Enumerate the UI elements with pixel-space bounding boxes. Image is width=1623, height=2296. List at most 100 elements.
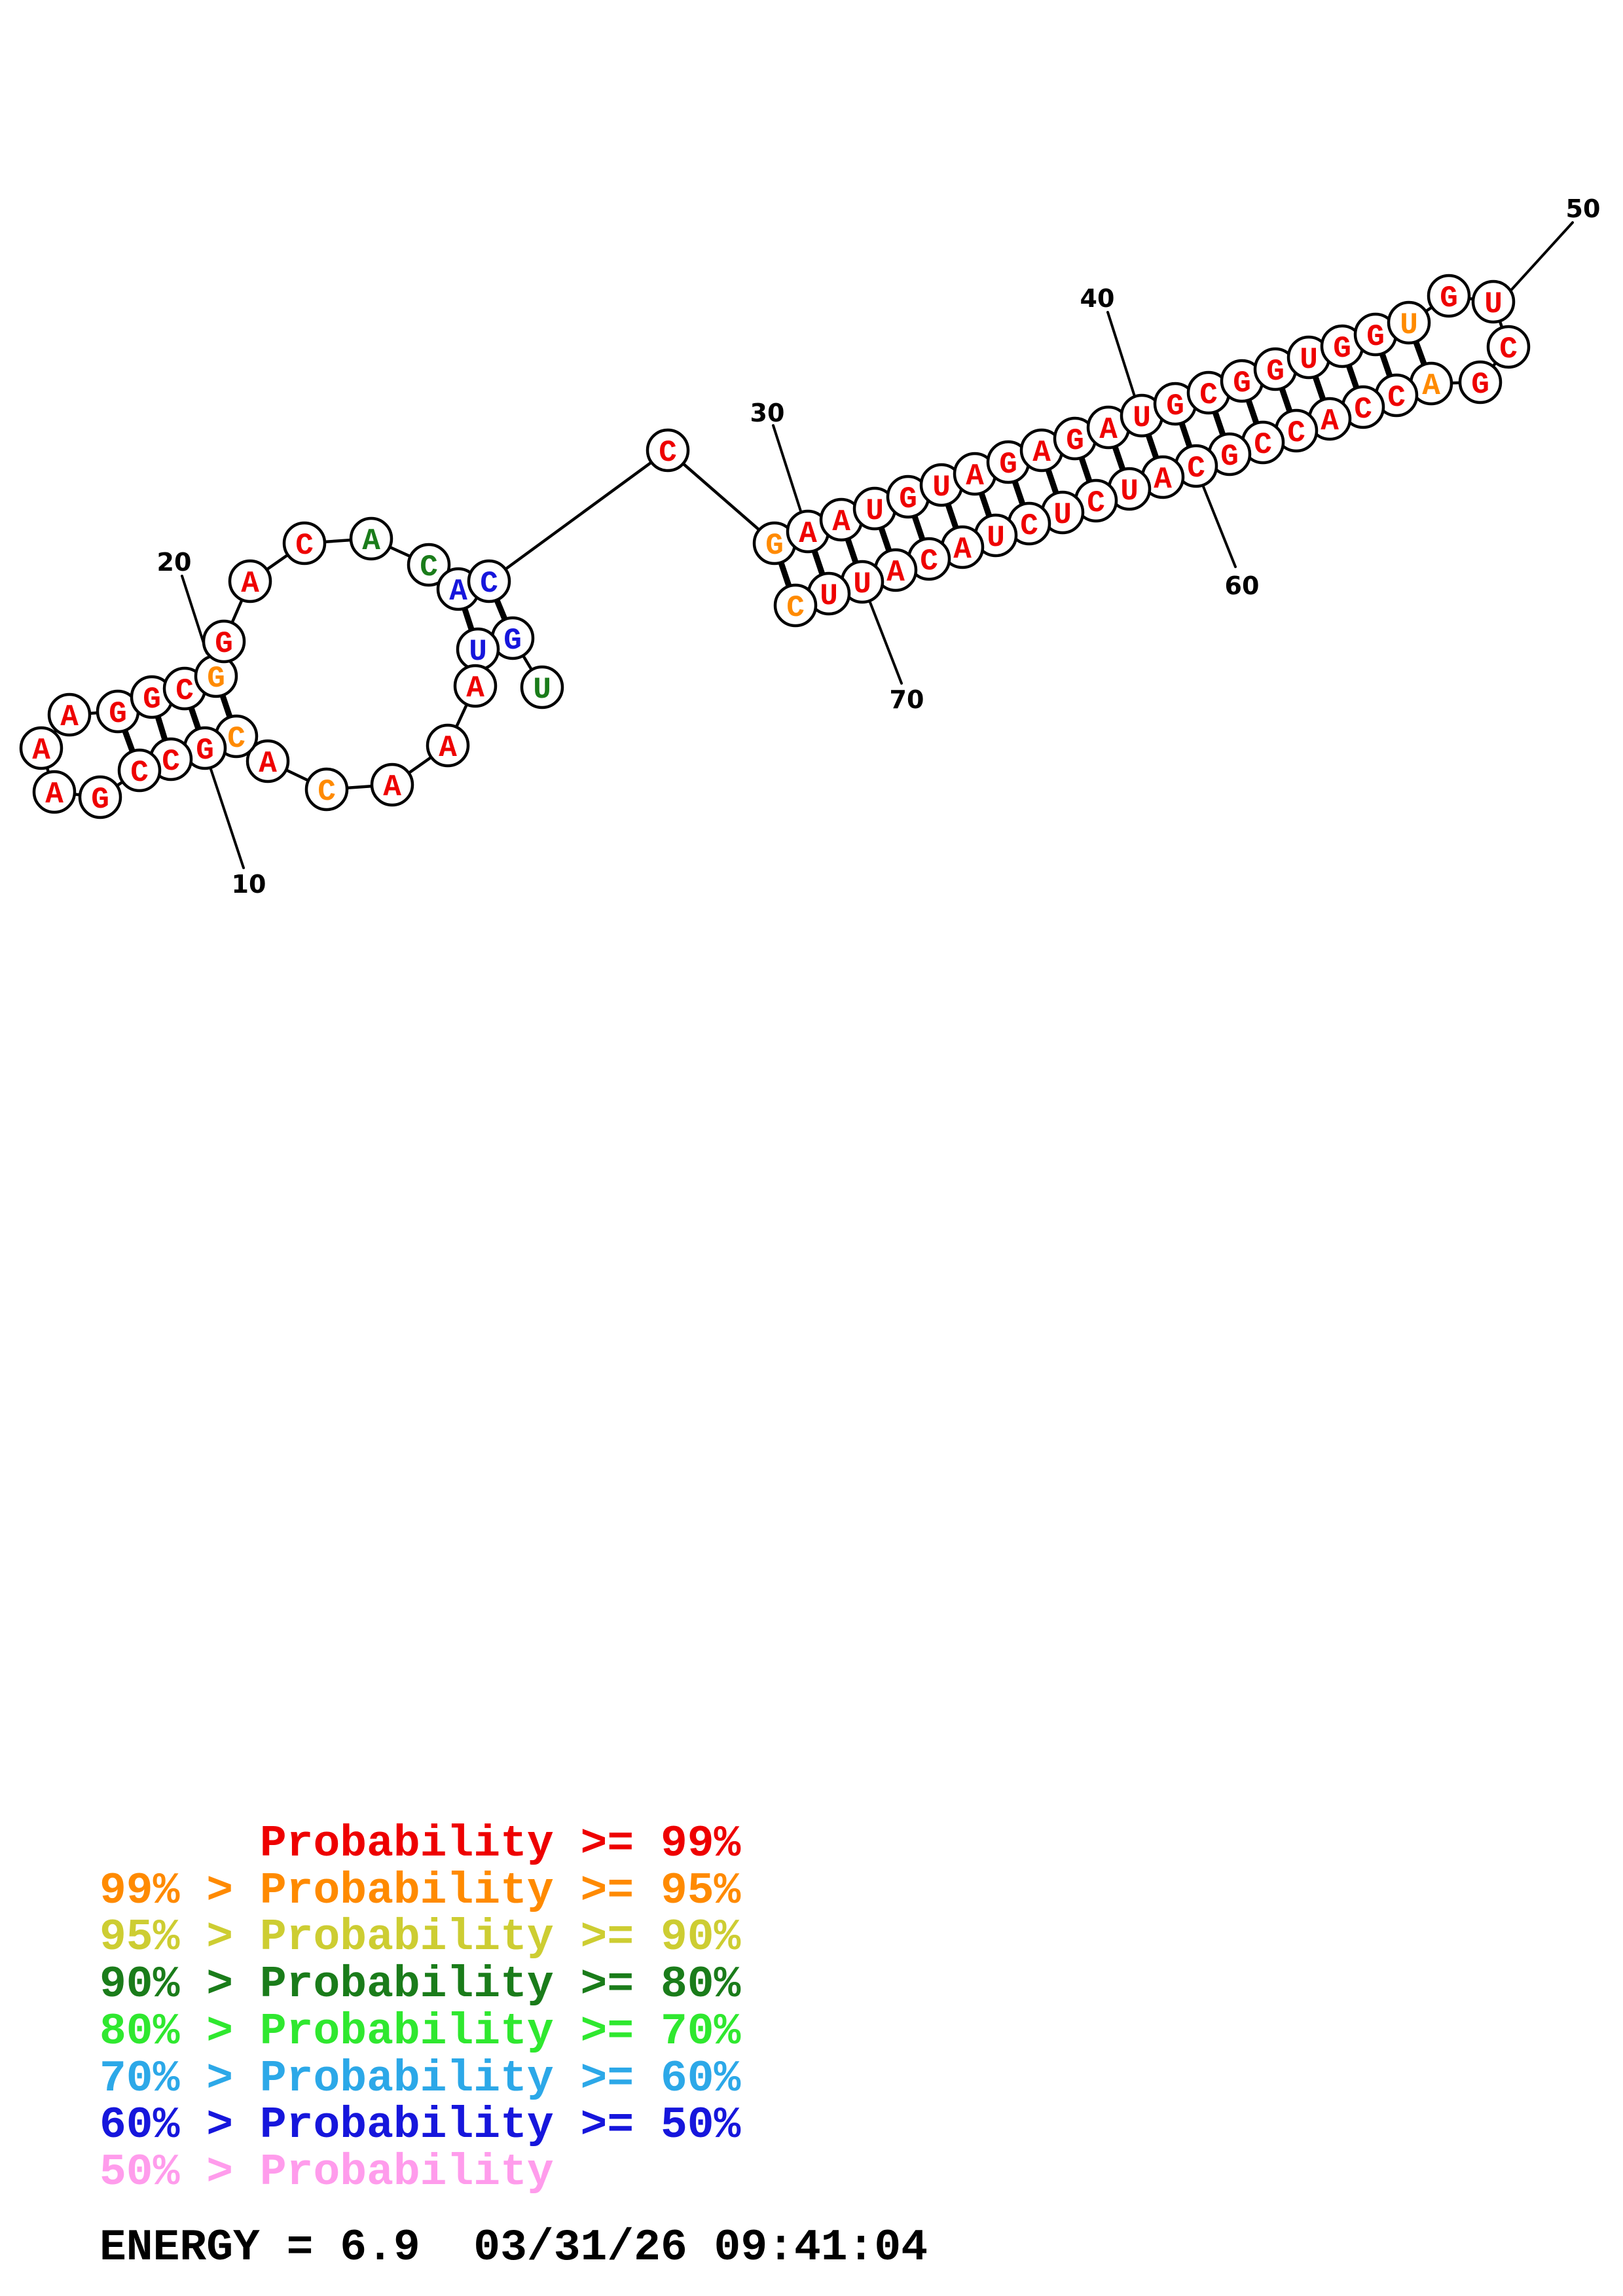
- nucleotide-G18: G: [130, 675, 174, 719]
- nucleotide-base-18: G: [143, 683, 161, 717]
- nucleotide-base-25: C: [420, 550, 438, 584]
- position-label-40: 40: [1080, 284, 1115, 313]
- nucleotide-G44: G: [1253, 347, 1298, 391]
- nucleotide-U48: U: [1387, 300, 1431, 345]
- nucleotide-base-26: A: [449, 575, 467, 609]
- nucleotide-circle-1: [520, 665, 564, 709]
- nucleotide-U34: U: [919, 463, 964, 507]
- nucleotide-circle-23: [282, 521, 327, 565]
- nucleotide-base-50: U: [1484, 287, 1503, 321]
- position-label-70: 70: [890, 685, 924, 714]
- nucleotide-C51: C: [1486, 325, 1531, 369]
- nucleotide-circle-16: [47, 692, 92, 737]
- nucleotide-U3: U: [456, 627, 500, 672]
- nucleotide-base-32: U: [866, 494, 884, 528]
- nucleotide-U45: U: [1286, 335, 1331, 380]
- label-line-40: [1106, 311, 1139, 406]
- position-label-30: 30: [750, 399, 785, 427]
- nucleotide-A4: A: [453, 664, 498, 708]
- nucleotide-base-63: C: [1087, 486, 1105, 520]
- nucleotide-base-5: A: [439, 731, 457, 765]
- nucleotide-base-60: C: [1187, 452, 1205, 486]
- nucleotide-base-39: A: [1099, 413, 1118, 447]
- nucleotide-base-52: G: [1471, 368, 1489, 402]
- nucleotide-base-10: G: [196, 734, 214, 768]
- nucleotide-A22: A: [228, 559, 272, 603]
- nucleotide-C28: C: [646, 428, 690, 473]
- nucleotide-base-14: A: [45, 778, 64, 812]
- nucleotide-A15: A: [19, 726, 64, 770]
- nucleotide-circle-13: [78, 775, 122, 819]
- nucleotide-base-40: U: [1133, 401, 1151, 435]
- nucleotide-circle-7: [304, 767, 349, 812]
- legend-row-8: 50% > Probability: [100, 2147, 554, 2198]
- nucleotide-G41: G: [1153, 382, 1197, 426]
- label-line-50: [1506, 221, 1574, 296]
- nucleotide-base-53: A: [1422, 369, 1440, 403]
- nucleotide-base-46: G: [1333, 332, 1351, 366]
- nucleotide-C25: C: [407, 543, 451, 587]
- nucleotide-G20: G: [194, 654, 238, 698]
- nucleotide-circle-51: [1486, 325, 1531, 369]
- legend-row-3: 95% > Probability >= 90%: [100, 1912, 741, 1964]
- label-line-30: [772, 424, 803, 514]
- nucleotide-C23: C: [282, 521, 327, 565]
- nucleotide-base-72: C: [786, 591, 805, 625]
- nucleotide-A8: A: [246, 739, 290, 783]
- nucleotide-G49: G: [1427, 274, 1471, 318]
- position-label-50: 50: [1566, 194, 1601, 223]
- legend-row-4: 90% > Probability >= 80%: [100, 1960, 741, 2011]
- nucleotide-circle-6: [370, 762, 414, 807]
- nucleotide-base-9: C: [227, 722, 246, 756]
- nucleotide-base-38: G: [1066, 424, 1084, 458]
- nucleotide-A16: A: [47, 692, 92, 737]
- nucleotide-G43: G: [1220, 359, 1264, 403]
- nucleotide-G29: G: [752, 521, 797, 565]
- nucleotide-circle-14: [32, 770, 77, 814]
- nucleotide-C72: C: [773, 583, 818, 628]
- nucleotide-G13: G: [78, 775, 122, 819]
- nucleotide-base-16: A: [60, 700, 79, 734]
- nucleotide-G59: G: [1207, 432, 1252, 476]
- nucleotide-C65: C: [1007, 501, 1051, 546]
- nucleotide-base-66: U: [987, 521, 1005, 555]
- nucleotide-base-33: G: [899, 482, 917, 516]
- nucleotide-G47: G: [1353, 312, 1398, 357]
- legend-row-7: 60% > Probability >= 50%: [100, 2100, 741, 2151]
- nucleotide-base-43: G: [1233, 367, 1251, 401]
- nucleotide-circle-27: [467, 559, 511, 603]
- nucleotide-circle-22: [228, 559, 272, 603]
- label-line-60: [1200, 480, 1237, 568]
- nucleotide-base-64: U: [1053, 498, 1072, 532]
- nucleotide-base-69: A: [886, 556, 905, 590]
- nucleotide-A56: A: [1307, 397, 1352, 441]
- nucleotide-base-3: U: [469, 635, 487, 669]
- nucleotide-U66: U: [974, 513, 1018, 558]
- nucleotide-base-42: C: [1199, 378, 1218, 412]
- nucleotide-base-41: G: [1166, 389, 1184, 423]
- nucleotide-base-31: A: [832, 505, 850, 539]
- nucleotide-base-13: G: [91, 783, 109, 817]
- nucleotide-U50: U: [1471, 279, 1516, 324]
- position-label-60: 60: [1225, 571, 1260, 600]
- nucleotide-base-37: A: [1032, 436, 1051, 470]
- nucleotide-base-23: C: [295, 529, 314, 563]
- nucleotide-A5: A: [426, 723, 470, 768]
- nucleotide-A35: A: [953, 452, 997, 496]
- nucleotide-base-54: C: [1387, 381, 1406, 415]
- nucleotide-base-56: A: [1321, 404, 1339, 439]
- nucleotide-base-20: G: [207, 662, 225, 696]
- nucleotide-A6: A: [370, 762, 414, 807]
- nucleotide-C27: C: [467, 559, 511, 603]
- nucleotide-A14: A: [32, 770, 77, 814]
- nucleotide-base-51: C: [1499, 332, 1518, 367]
- nucleotide-base-15: A: [32, 734, 50, 768]
- label-line-70: [866, 594, 903, 685]
- nucleotide-G33: G: [886, 475, 930, 519]
- nucleotide-base-36: G: [999, 448, 1017, 482]
- nucleotide-G21: G: [202, 619, 246, 664]
- legend-row-1: Probability >= 99%: [100, 1819, 741, 1869]
- nucleotide-base-59: G: [1220, 440, 1239, 474]
